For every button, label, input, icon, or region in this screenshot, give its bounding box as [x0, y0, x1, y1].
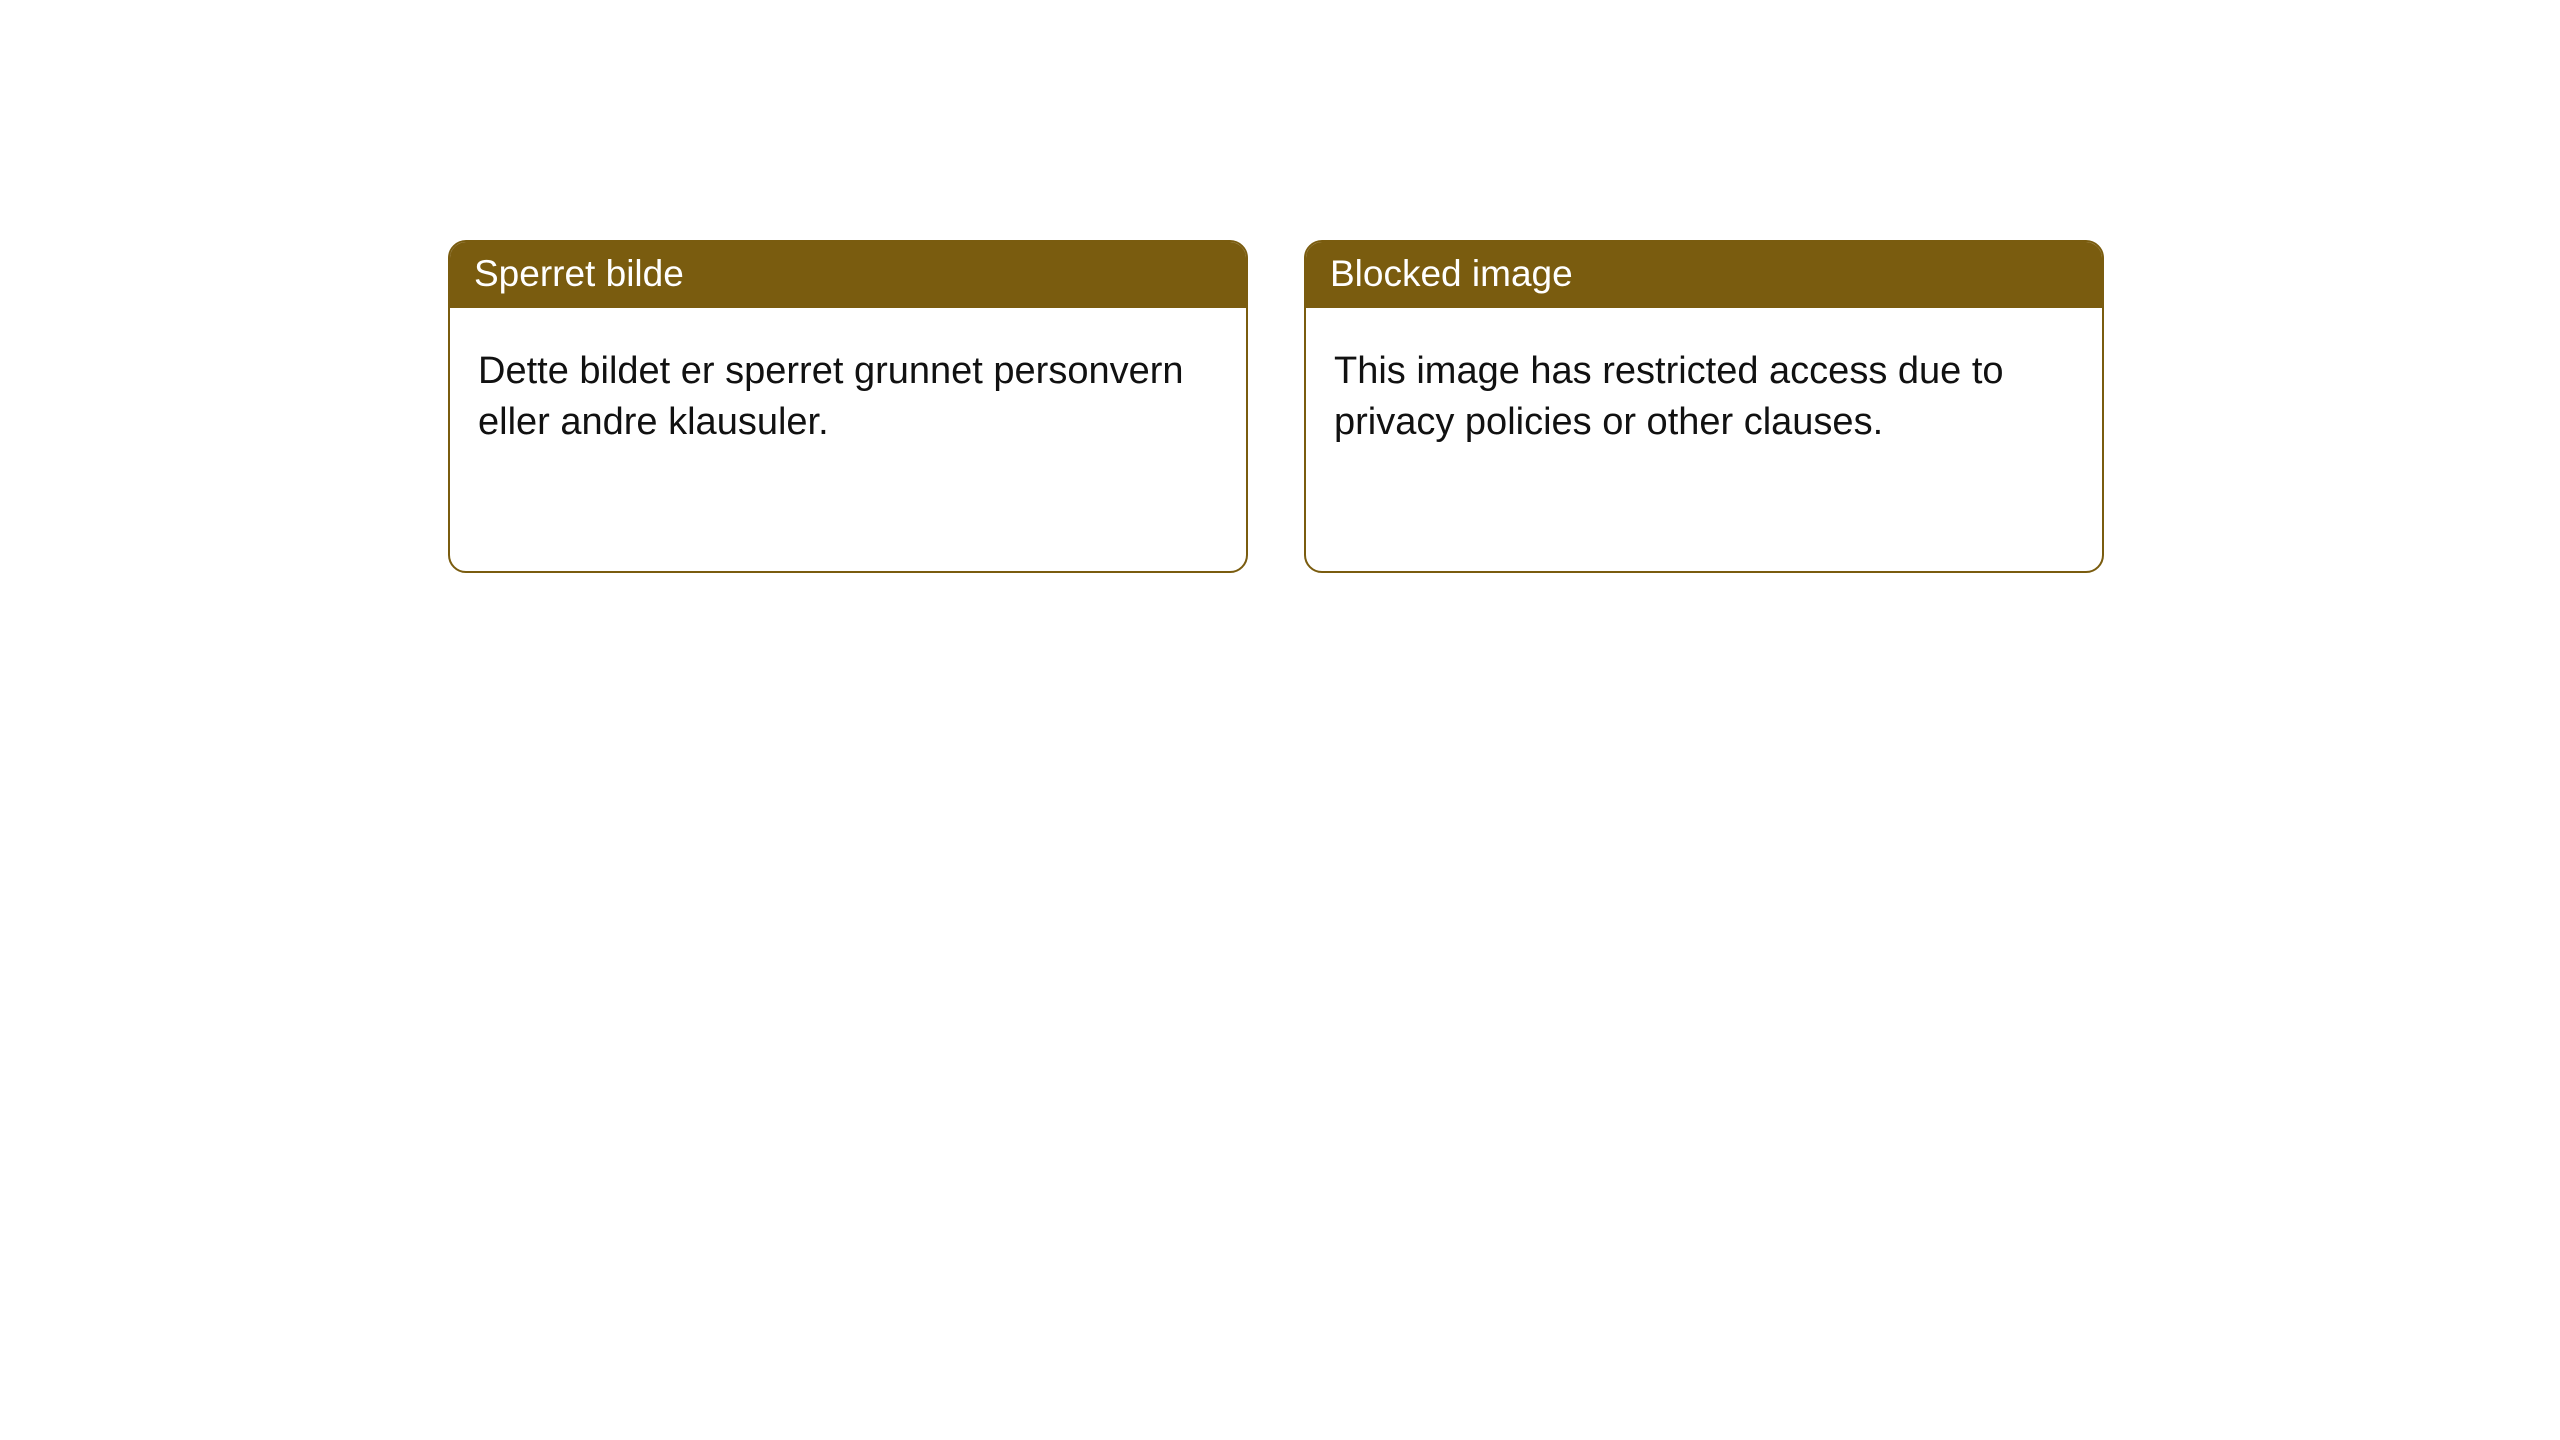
blocked-image-card-en: Blocked image This image has restricted … [1304, 240, 2104, 573]
card-body: This image has restricted access due to … [1306, 308, 2102, 487]
card-body: Dette bildet er sperret grunnet personve… [450, 308, 1246, 487]
card-title: Blocked image [1330, 253, 1573, 294]
card-message: Dette bildet er sperret grunnet personve… [478, 350, 1184, 443]
blocked-image-card-no: Sperret bilde Dette bildet er sperret gr… [448, 240, 1248, 573]
card-header: Blocked image [1306, 242, 2102, 308]
card-header: Sperret bilde [450, 242, 1246, 308]
card-title: Sperret bilde [474, 253, 684, 294]
card-message: This image has restricted access due to … [1334, 350, 2004, 443]
notice-container: Sperret bilde Dette bildet er sperret gr… [0, 0, 2560, 573]
